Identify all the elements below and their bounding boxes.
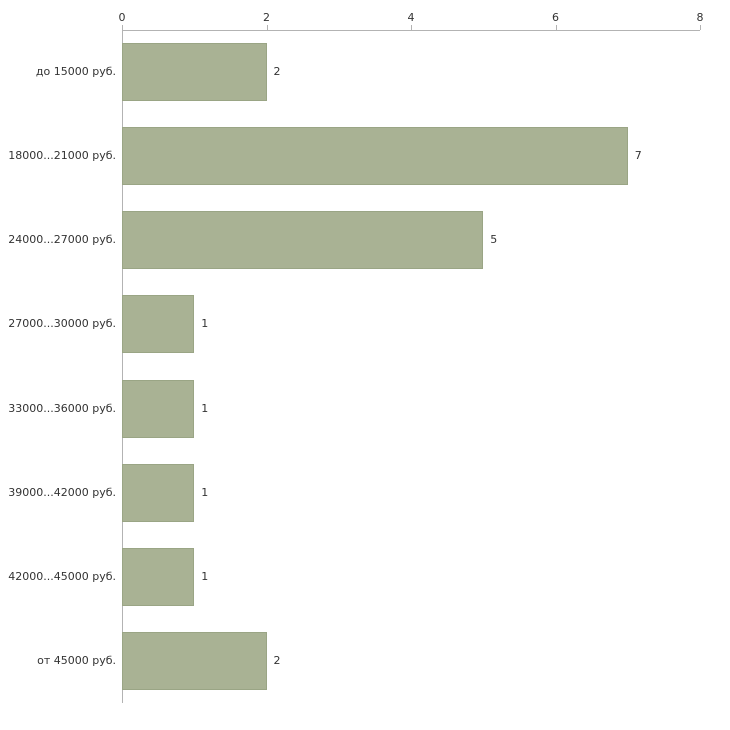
value-label: 1 bbox=[201, 485, 209, 499]
x-axis-tick bbox=[266, 25, 268, 30]
x-axis-tick bbox=[700, 25, 701, 30]
value-label: 2 bbox=[273, 653, 281, 667]
value-label: 1 bbox=[201, 569, 209, 583]
x-axis-tick-label: 8 bbox=[696, 11, 704, 24]
bar bbox=[122, 379, 195, 438]
bar bbox=[122, 631, 267, 690]
x-axis-tick bbox=[411, 25, 412, 30]
category-label: 24000...27000 руб. bbox=[8, 233, 116, 247]
x-axis-tick-label: 6 bbox=[552, 11, 559, 24]
category-label: 42000...45000 руб. bbox=[8, 569, 116, 583]
value-label: 2 bbox=[273, 65, 281, 78]
category-label: от 45000 руб. bbox=[37, 653, 116, 667]
x-axis-tick-label: 0 bbox=[118, 11, 126, 24]
category-label: 33000...36000 руб. bbox=[8, 401, 116, 415]
value-label: 7 bbox=[634, 149, 642, 163]
category-label: 39000...42000 руб. bbox=[8, 485, 116, 499]
bar bbox=[122, 463, 195, 522]
x-axis-tick bbox=[555, 25, 557, 30]
x-axis-tick-label: 2 bbox=[263, 11, 270, 24]
category-label: 27000...30000 руб. bbox=[8, 317, 116, 331]
value-label: 1 bbox=[201, 401, 209, 415]
bar bbox=[122, 295, 195, 354]
category-label: 18000...21000 руб. bbox=[8, 149, 116, 163]
x-axis-tick bbox=[122, 25, 123, 30]
value-label: 1 bbox=[201, 317, 209, 331]
value-label: 5 bbox=[490, 233, 498, 247]
category-label: до 15000 руб. bbox=[35, 65, 116, 78]
bar bbox=[122, 211, 484, 270]
bar bbox=[122, 547, 195, 606]
bar bbox=[122, 127, 628, 186]
bar bbox=[122, 43, 267, 102]
x-axis-tick-label: 4 bbox=[407, 11, 415, 24]
plot-area bbox=[122, 30, 700, 703]
